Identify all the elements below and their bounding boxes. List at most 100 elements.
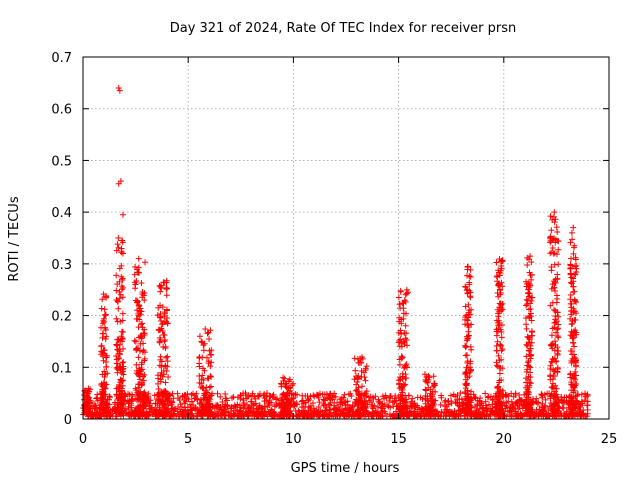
- data-point: [158, 285, 165, 292]
- data-point: [549, 281, 556, 288]
- data-point: [136, 373, 143, 380]
- data-point: [169, 390, 176, 397]
- data-point: [523, 402, 530, 409]
- data-point: [573, 380, 580, 387]
- data-point: [568, 395, 575, 402]
- data-point: [498, 329, 505, 336]
- data-point: [471, 393, 478, 400]
- x-axis-title: GPS time / hours: [291, 461, 400, 476]
- data-point: [117, 178, 124, 185]
- data-point: [85, 395, 92, 402]
- y-tick-label: 0.7: [51, 51, 72, 66]
- x-tick-label: 10: [285, 432, 302, 447]
- data-point: [351, 376, 358, 383]
- data-point: [149, 408, 156, 415]
- data-point: [567, 255, 574, 262]
- data-point: [503, 413, 510, 420]
- data-point: [222, 412, 229, 419]
- data-point: [555, 410, 562, 417]
- data-point: [549, 356, 556, 363]
- data-point: [509, 404, 516, 411]
- data-point: [163, 286, 170, 293]
- data-point: [495, 402, 502, 409]
- data-point: [119, 310, 126, 317]
- data-point: [139, 294, 146, 301]
- data-point: [549, 299, 556, 306]
- data-point: [378, 409, 385, 416]
- data-point: [411, 400, 418, 407]
- data-point: [137, 408, 144, 415]
- data-point: [463, 343, 470, 350]
- data-point: [199, 410, 206, 417]
- data-point: [208, 392, 215, 399]
- data-point: [94, 409, 101, 416]
- data-point: [115, 235, 122, 242]
- data-point: [359, 383, 366, 390]
- data-point: [165, 373, 172, 380]
- data-point: [133, 405, 140, 412]
- data-point: [525, 289, 532, 296]
- data-point: [402, 335, 409, 342]
- data-point: [517, 412, 524, 419]
- data-point: [570, 340, 577, 347]
- data-point: [181, 407, 188, 414]
- data-point: [316, 399, 323, 406]
- grid-layer: [83, 57, 609, 419]
- data-point: [567, 300, 574, 307]
- data-point: [114, 336, 121, 343]
- data-point: [397, 400, 404, 407]
- data-point: [159, 328, 166, 335]
- data-point: [106, 393, 113, 400]
- data-point: [553, 329, 560, 336]
- data-point: [133, 316, 140, 323]
- data-point: [96, 413, 103, 420]
- data-point: [332, 393, 339, 400]
- data-point: [137, 399, 144, 406]
- data-point: [99, 320, 106, 327]
- data-point: [85, 388, 92, 395]
- data-point: [135, 354, 142, 361]
- data-point: [403, 361, 410, 368]
- data-point: [132, 297, 139, 304]
- data-point: [322, 407, 329, 414]
- data-point: [487, 393, 494, 400]
- data-point: [234, 413, 241, 420]
- data-point: [315, 404, 322, 411]
- data-point: [256, 403, 263, 410]
- data-point: [525, 410, 532, 417]
- data-point: [523, 368, 530, 375]
- data-point: [193, 395, 200, 402]
- data-point: [496, 388, 503, 395]
- data-point: [315, 394, 322, 401]
- data-point: [526, 290, 533, 297]
- data-point: [464, 352, 471, 359]
- data-point: [114, 369, 121, 376]
- data-point: [512, 390, 519, 397]
- data-point: [98, 305, 105, 312]
- data-point: [523, 302, 530, 309]
- data-point: [293, 412, 300, 419]
- data-point: [164, 363, 171, 370]
- data-point: [185, 396, 192, 403]
- data-point: [554, 228, 561, 235]
- data-point: [206, 335, 213, 342]
- data-point: [552, 216, 559, 223]
- data-point: [398, 385, 405, 392]
- data-point: [550, 393, 557, 400]
- data-point: [568, 307, 575, 314]
- data-point: [379, 393, 386, 400]
- data-point: [426, 410, 433, 417]
- data-point: [237, 404, 244, 411]
- data-point: [360, 369, 367, 376]
- data-point: [137, 388, 144, 395]
- data-point: [523, 388, 530, 395]
- data-point: [466, 279, 473, 286]
- data-point: [554, 325, 561, 332]
- data-point: [137, 368, 144, 375]
- data-point: [493, 362, 500, 369]
- data-point: [188, 398, 195, 405]
- data-point: [542, 396, 549, 403]
- data-point: [407, 402, 414, 409]
- chart-title: Day 321 of 2024, Rate Of TEC Index for r…: [170, 21, 517, 36]
- data-point: [86, 408, 93, 415]
